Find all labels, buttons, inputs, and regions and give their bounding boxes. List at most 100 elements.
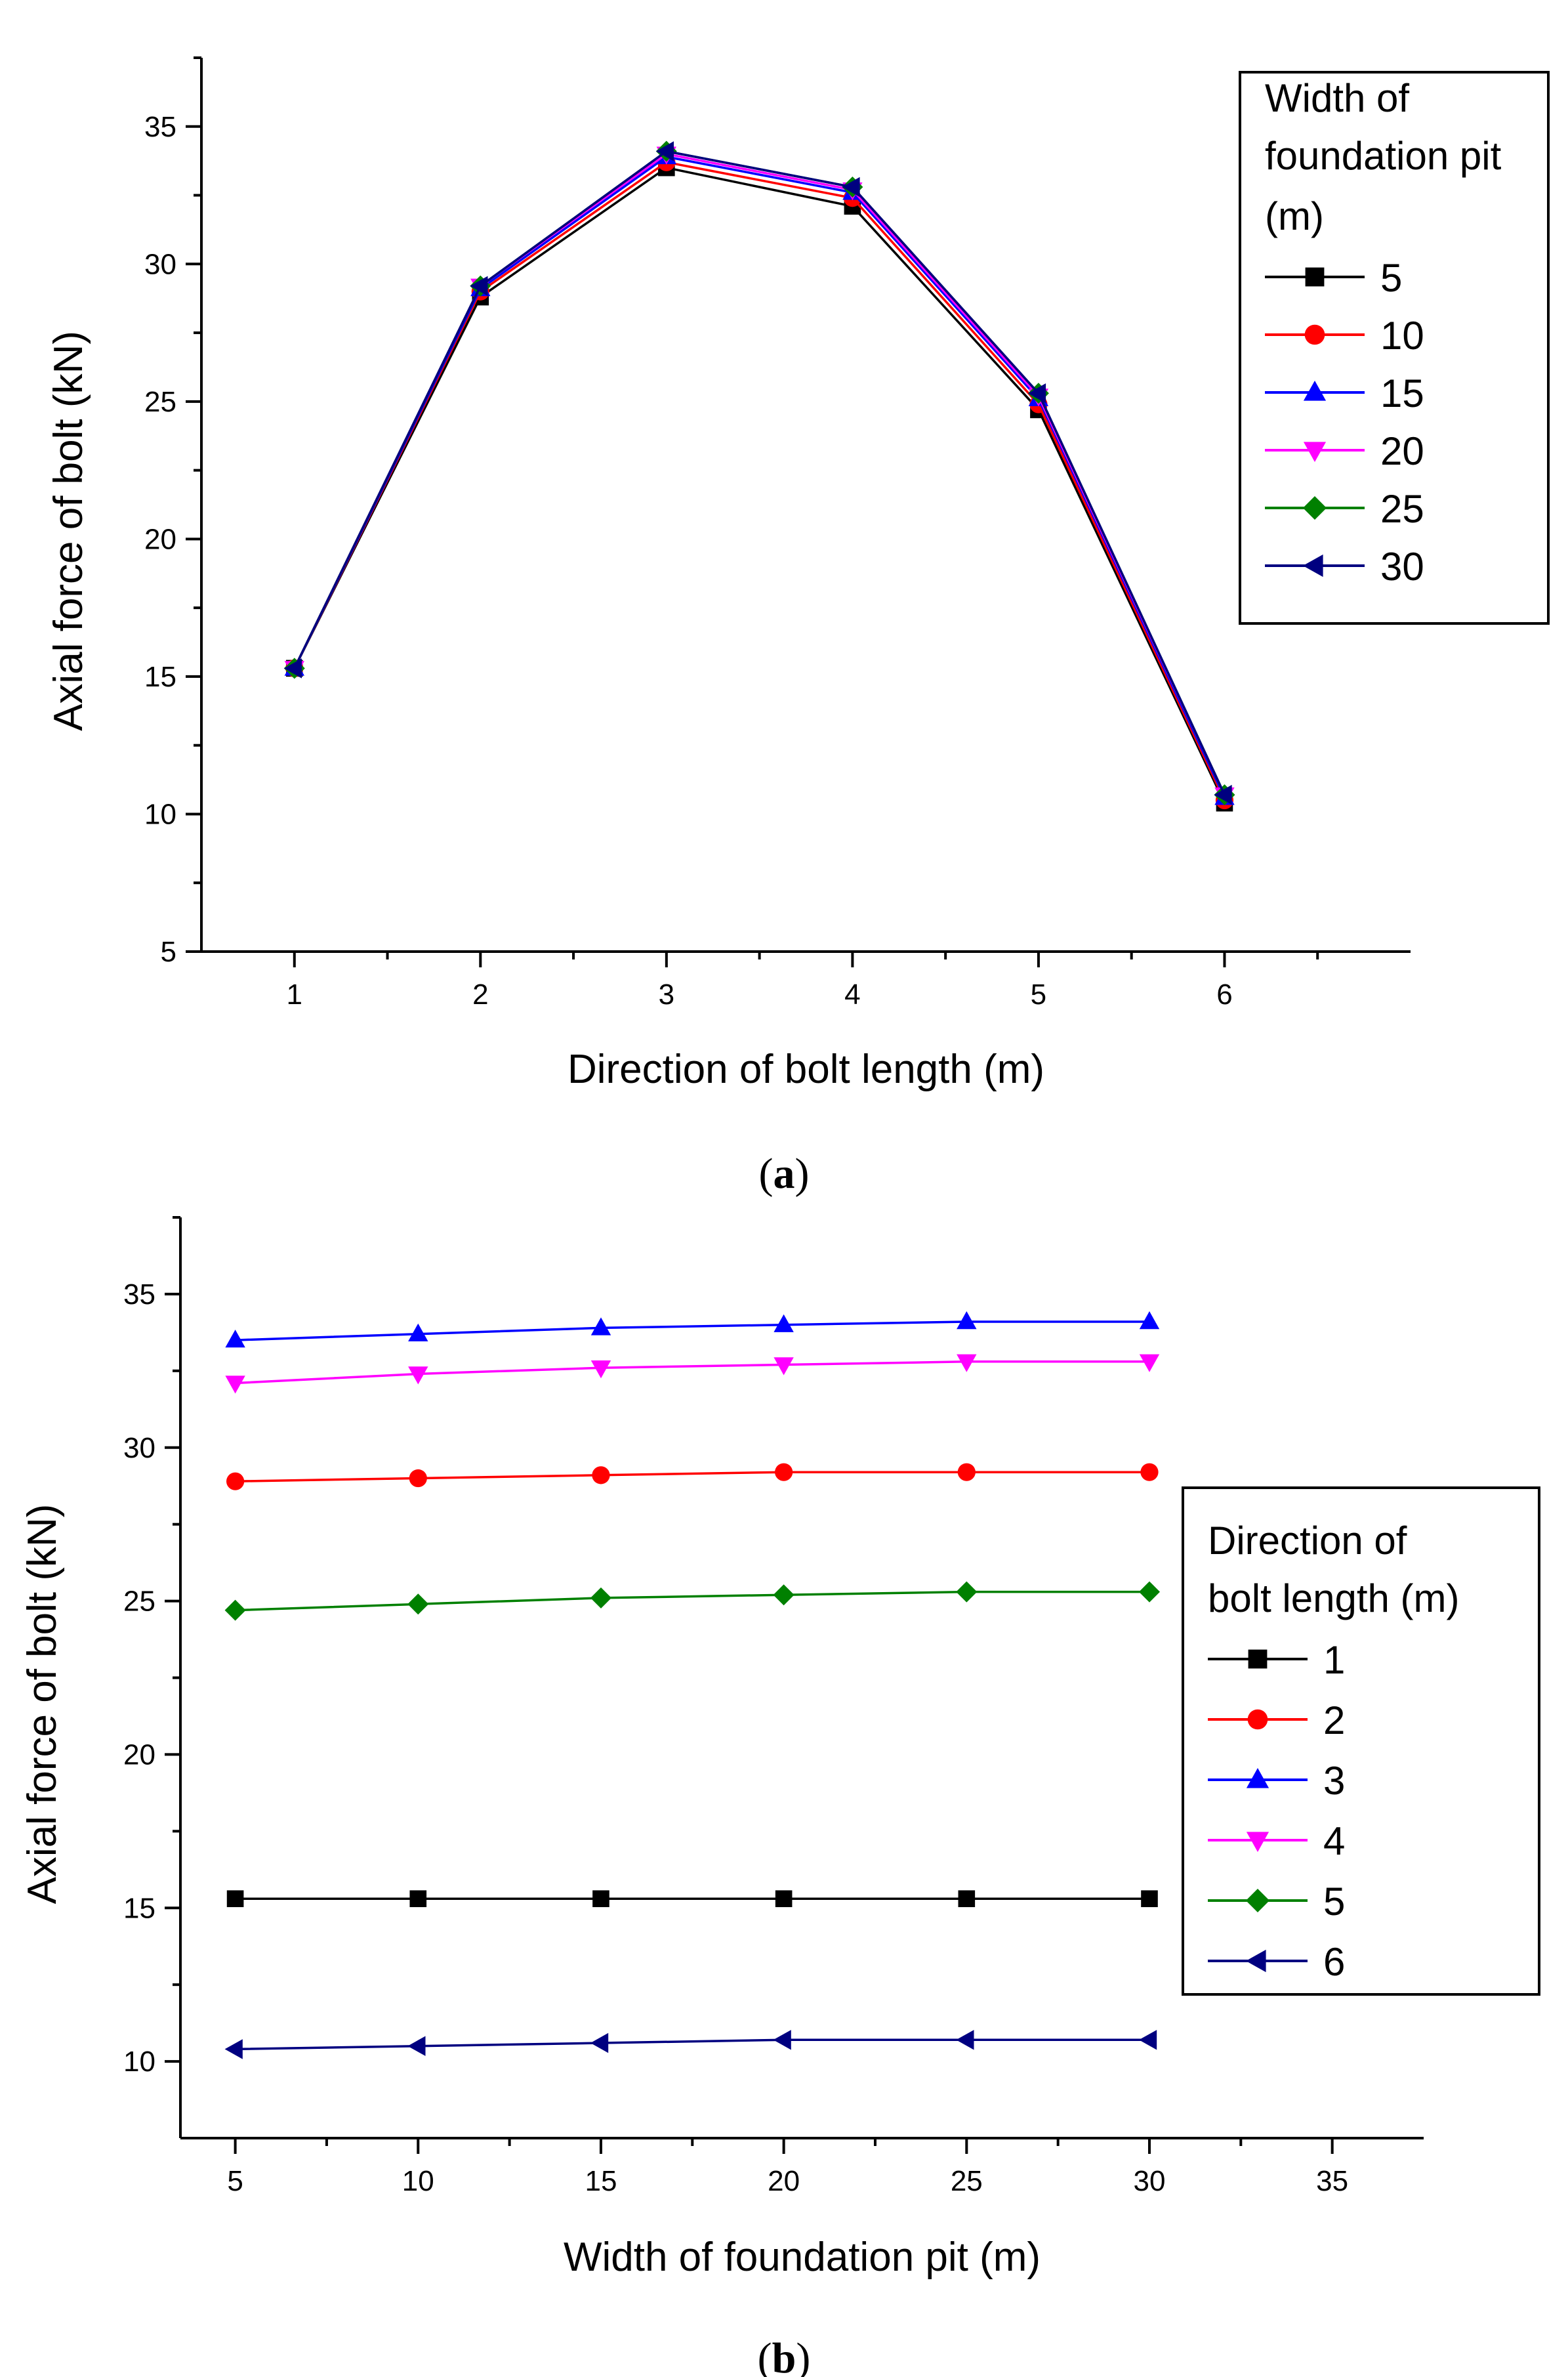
series-3	[225, 1311, 1160, 1348]
legend-label: 15	[1380, 371, 1424, 415]
series-line	[235, 1471, 1149, 1483]
y-tick-label: 35	[144, 111, 176, 143]
x-tick-label: 3	[659, 978, 674, 1011]
data-point	[409, 1890, 427, 1908]
y-tick-label: 25	[144, 386, 176, 418]
series-5	[224, 1581, 1160, 1621]
series-line	[235, 1320, 1149, 1341]
legend-label: 4	[1323, 1819, 1345, 1863]
data-point	[1214, 784, 1232, 805]
series-line	[293, 150, 1226, 795]
data-point	[224, 1599, 246, 1621]
y-tick-label: 20	[144, 523, 176, 555]
legend-marker	[1305, 267, 1325, 287]
figure-caption: (b)	[758, 2334, 811, 2377]
y-tick-label: 35	[123, 1278, 155, 1311]
y-tick-label: 15	[123, 1892, 155, 1924]
y-tick-label: 25	[123, 1586, 155, 1618]
data-point	[655, 141, 674, 161]
y-tick-label: 20	[123, 1738, 155, 1771]
y-axis-title: Axial force of bolt (kN)	[46, 331, 91, 731]
data-point	[842, 177, 860, 198]
legend-marker	[1246, 1768, 1269, 1788]
legend-title: (m)	[1265, 194, 1324, 238]
data-point	[775, 1463, 793, 1481]
series-2	[226, 1463, 1159, 1490]
data-point	[774, 1314, 794, 1332]
legend-marker	[1246, 1949, 1266, 1973]
data-point	[958, 1890, 976, 1908]
x-axis-title: Direction of bolt length (m)	[567, 1047, 1044, 1092]
legend-label: 5	[1323, 1880, 1345, 1924]
x-tick-label: 2	[472, 978, 488, 1011]
series-line	[235, 1590, 1149, 1612]
series-line	[235, 1360, 1149, 1385]
y-tick-label: 10	[123, 2046, 155, 2078]
legend-label: 30	[1380, 545, 1424, 589]
data-point	[407, 2036, 426, 2056]
series-line	[293, 161, 1226, 801]
legend-box	[1239, 71, 1550, 625]
y-tick-label: 30	[144, 248, 176, 280]
data-point	[407, 1593, 429, 1615]
legend-label: 3	[1323, 1759, 1345, 1803]
series-25	[283, 140, 1235, 806]
x-tick-label: 5	[227, 2165, 243, 2197]
data-point	[470, 276, 488, 296]
series-10	[285, 153, 1234, 810]
data-point	[775, 1890, 793, 1908]
legend: Width of foundation pit (m) 5 10 15 20 25 30	[1239, 71, 1550, 625]
data-point	[225, 1330, 245, 1348]
data-point	[590, 1360, 611, 1379]
legend-label: 6	[1323, 1940, 1345, 1984]
x-axis-title: Width of foundation pit (m)	[564, 2235, 1041, 2280]
data-point	[408, 1323, 428, 1341]
x-tick-label: 10	[402, 2165, 434, 2197]
y-tick-label: 15	[144, 661, 176, 693]
data-point	[592, 1890, 609, 1908]
data-point	[1141, 1890, 1158, 1908]
x-tick-label: 20	[768, 2165, 800, 2197]
data-point	[224, 2039, 243, 2059]
series-6	[224, 2030, 1157, 2059]
data-point	[1139, 1311, 1160, 1330]
x-tick-label: 35	[1316, 2165, 1348, 2197]
data-point	[957, 1354, 977, 1372]
data-point	[1140, 1463, 1159, 1481]
data-point	[1139, 1581, 1160, 1603]
series-20	[284, 146, 1235, 806]
data-point	[773, 1584, 794, 1606]
legend-marker	[1248, 1649, 1268, 1669]
legend-marker	[1303, 496, 1327, 520]
legend-marker	[1304, 324, 1325, 345]
data-point	[773, 2030, 791, 2050]
data-point	[1027, 383, 1046, 404]
legend-title: foundation pit	[1265, 134, 1502, 178]
x-tick-label: 25	[951, 2165, 983, 2197]
legend-title: Direction of	[1208, 1519, 1407, 1563]
data-point	[590, 2032, 609, 2053]
legend-marker	[1303, 554, 1323, 578]
data-point	[956, 2030, 974, 2050]
data-point	[1139, 1354, 1160, 1372]
legend-box	[1182, 1486, 1540, 1996]
chart-a: 5 10 15 20 25 30 35 1 2 3 4 5 6 Direction of bolt len…	[46, 56, 1550, 1198]
y-tick-label: 5	[161, 936, 176, 968]
data-point	[957, 1311, 977, 1330]
x-tick-label: 4	[844, 978, 860, 1011]
data-point	[590, 1587, 611, 1609]
legend-marker	[1246, 1889, 1269, 1912]
legend-title: Width of	[1265, 76, 1409, 120]
data-point	[957, 1463, 976, 1481]
data-point	[1139, 2030, 1157, 2050]
series-line	[293, 150, 1226, 795]
series-4	[225, 1354, 1160, 1394]
series-line	[293, 156, 1226, 799]
y-tick-label: 30	[123, 1432, 155, 1464]
y-axis-title: Axial force of bolt (kN)	[20, 1504, 65, 1904]
data-point	[409, 1469, 427, 1488]
legend-label: 2	[1323, 1698, 1345, 1742]
x-tick-label: 5	[1031, 978, 1046, 1011]
